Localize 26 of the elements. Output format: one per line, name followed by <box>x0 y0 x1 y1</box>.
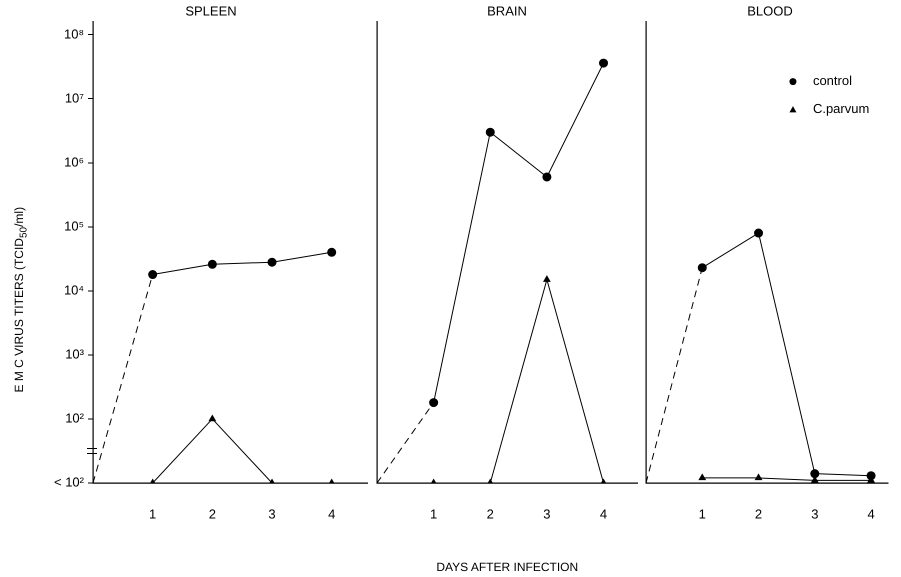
x-tick-label: 4 <box>867 506 875 522</box>
x-tick-label: 4 <box>328 506 336 522</box>
x-tick-label: 2 <box>754 506 762 522</box>
legend-label: C.parvum <box>812 101 870 116</box>
chart-title: SPLEEN <box>185 3 237 18</box>
x-tick-label: 3 <box>811 506 818 522</box>
y-tick-label: 10⁶ <box>64 154 84 170</box>
y-tick-label: 10³ <box>65 346 85 362</box>
x-axis-title: DAYS AFTER INFECTION <box>436 560 578 574</box>
chart-title: BLOOD <box>747 3 793 18</box>
chart-title: BRAIN <box>487 3 527 18</box>
x-tick-label: 4 <box>600 506 608 522</box>
x-tick-label: 1 <box>149 506 156 522</box>
y-tick-label: < 10² <box>54 474 85 490</box>
y-tick-label: 10² <box>65 410 85 426</box>
x-tick-label: 3 <box>268 506 276 522</box>
x-tick-label: 1 <box>430 506 438 522</box>
y-tick-label: 10⁴ <box>64 282 84 298</box>
x-tick-label: 2 <box>208 506 216 522</box>
y-tick-label: 10⁸ <box>64 26 84 42</box>
x-tick-label: 3 <box>543 506 551 522</box>
y-tick-label: 10⁵ <box>64 218 84 234</box>
y-tick-label: 10⁷ <box>64 90 84 106</box>
x-tick-label: 1 <box>698 506 706 522</box>
x-tick-label: 2 <box>486 506 494 522</box>
legend-label: control <box>812 73 852 88</box>
